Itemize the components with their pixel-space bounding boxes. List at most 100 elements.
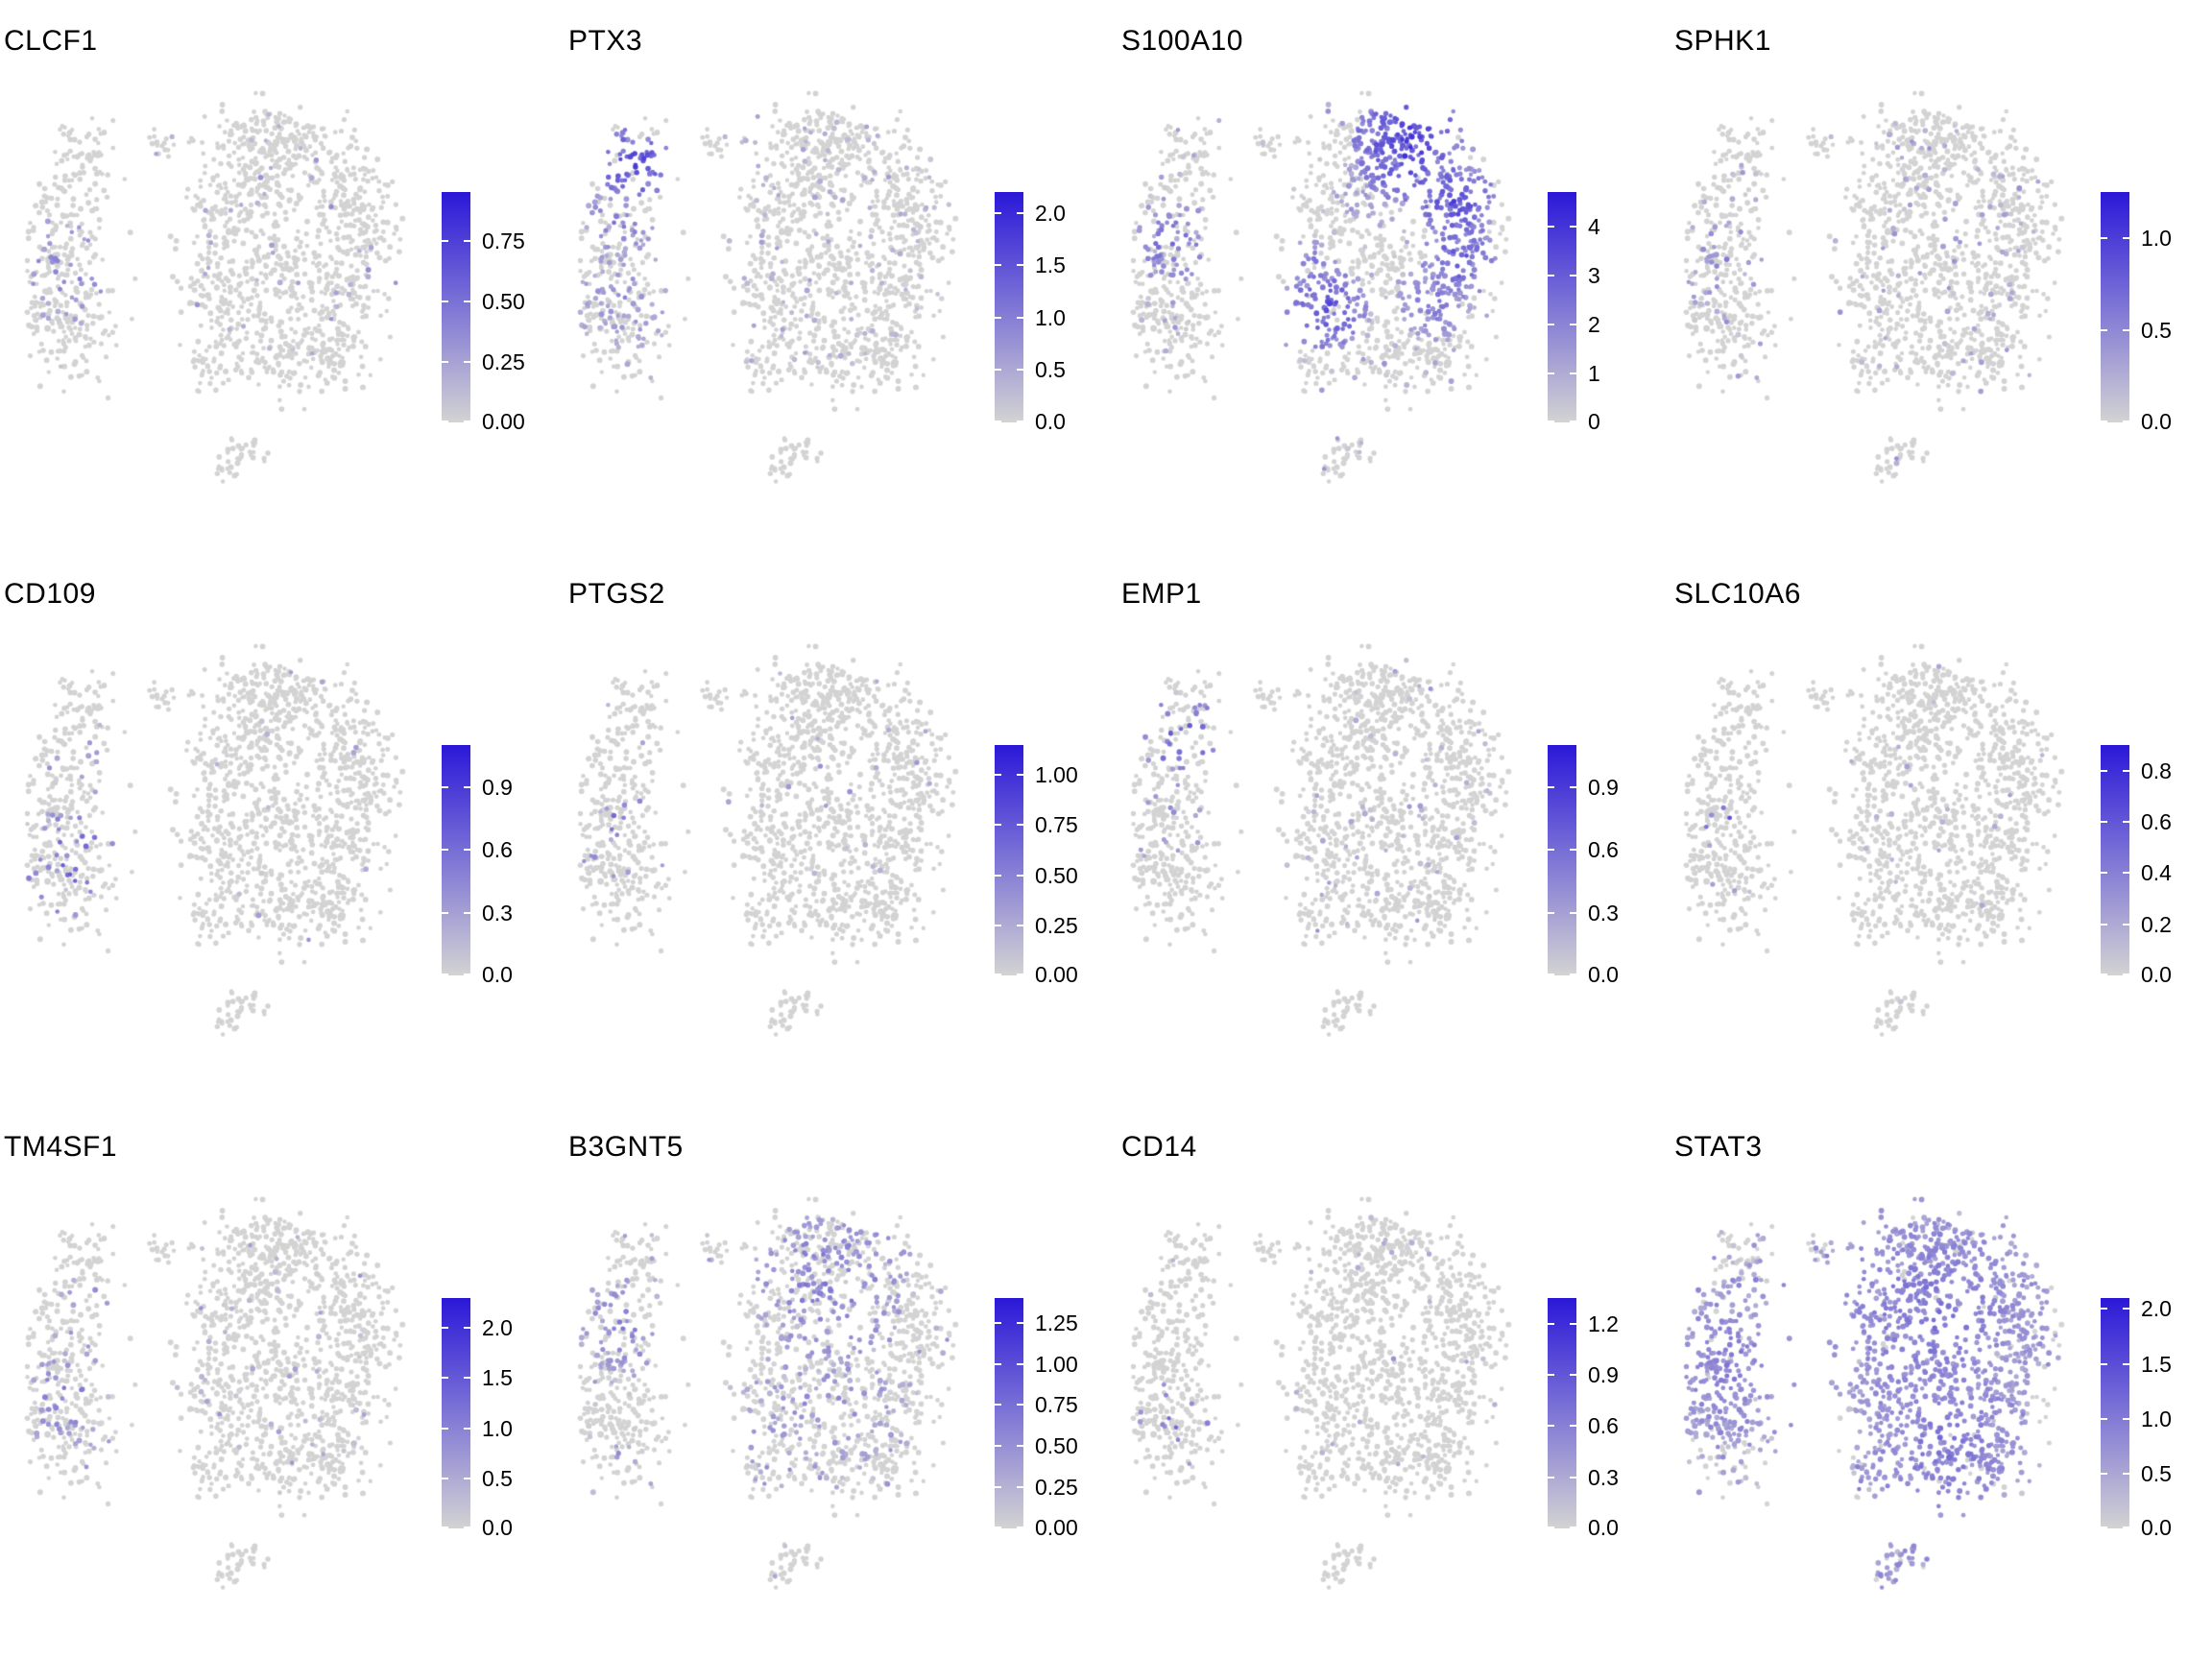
colorbar-tick-label: 2.0 [2141, 1296, 2172, 1322]
colorbar-tick-mark [1570, 1374, 1576, 1376]
colorbar-tick-labels: 0.0 0.2 0.4 0.6 0.8 [2141, 745, 2210, 987]
colorbar-tick-mark [1570, 274, 1576, 276]
colorbar-tick-mark [1017, 211, 1023, 214]
colorbar-tick-mark [1548, 225, 1554, 228]
colorbar-tick-label: 2.0 [1035, 200, 1066, 226]
colorbar-tick-mark [2101, 1472, 2107, 1475]
feature-panel: SPHK1 0.0 0.5 1.0 [1659, 0, 2212, 553]
colorbar-tick-mark [2123, 421, 2129, 422]
colorbar-tick-mark [1570, 225, 1576, 228]
colorbar-tick-mark [1017, 1486, 1023, 1489]
colorbar-gradient [442, 745, 470, 975]
colorbar-tick-mark [2101, 1308, 2107, 1310]
colorbar-tick-labels: 0.0 0.5 1.0 1.5 2.0 [2141, 1296, 2210, 1540]
colorbar-tick-label: 0.25 [1035, 1475, 1078, 1501]
colorbar-tick-labels: 0.0 0.3 0.6 0.9 1.2 [1588, 1298, 1657, 1540]
colorbar-tick-label: 2.0 [482, 1315, 513, 1341]
colorbar-tick-mark [464, 1377, 470, 1380]
panel-title: PTGS2 [568, 578, 665, 610]
colorbar-tick-label: 0.9 [482, 774, 513, 800]
colorbar-tick-mark [1017, 774, 1023, 777]
colorbar-tick-label: 0.0 [2141, 962, 2172, 987]
colorbar-tick-mark [2123, 1308, 2129, 1310]
colorbar-tick-label: 0.5 [2141, 1460, 2172, 1486]
colorbar-tick-mark [995, 211, 1001, 214]
colorbar-tick-labels: 0 1 2 3 4 [1588, 192, 1657, 434]
colorbar: 0.0 0.3 0.6 0.9 [442, 745, 553, 987]
panel-title: EMP1 [1121, 578, 1202, 610]
colorbar-tick-mark [464, 300, 470, 302]
colorbar-tick-mark [2123, 329, 2129, 331]
colorbar-tick-mark [1548, 1425, 1554, 1428]
panel-title: SPHK1 [1674, 25, 1771, 57]
colorbar-tick-mark [1548, 849, 1554, 852]
colorbar-tick-mark [1017, 1321, 1023, 1324]
colorbar-tick-mark [2101, 821, 2107, 823]
colorbar-tick-label: 0.0 [1588, 1515, 1619, 1540]
colorbar-tick-label: 4 [1588, 213, 1600, 239]
colorbar-tick-mark [1548, 974, 1554, 975]
colorbar-tick-mark [2123, 872, 2129, 875]
colorbar-tick-label: 1.25 [1035, 1310, 1078, 1335]
colorbar-tick-mark [464, 1477, 470, 1479]
colorbar-tick-label: 0.25 [1035, 912, 1078, 938]
colorbar-tick-mark [1548, 421, 1554, 422]
umap-scatter-canvas [576, 636, 989, 1048]
colorbar-tick-mark [442, 421, 448, 422]
colorbar-tick-label: 1.00 [1035, 762, 1078, 788]
colorbar-tick-label: 0.0 [482, 962, 513, 987]
panel-title: CLCF1 [4, 25, 98, 57]
feature-panel: STAT3 0.0 0.5 1.0 1.5 2.0 [1659, 1106, 2212, 1659]
colorbar-tick-mark [2123, 974, 2129, 975]
colorbar-tick-mark [995, 316, 1001, 319]
colorbar-gradient [2101, 1298, 2129, 1528]
colorbar-tick-label: 0.75 [1035, 1392, 1078, 1418]
colorbar-tick-mark [442, 1527, 448, 1528]
colorbar-tick-mark [1570, 1425, 1576, 1428]
colorbar: 0.0 0.5 1.0 1.5 2.0 [995, 192, 1106, 434]
colorbar-tick-mark [464, 421, 470, 422]
panel-title: S100A10 [1121, 25, 1243, 57]
colorbar-tick-label: 0.50 [1035, 862, 1078, 888]
colorbar-gradient [2101, 745, 2129, 975]
colorbar-tick-label: 0.0 [1588, 962, 1619, 987]
colorbar-gradient [442, 192, 470, 422]
colorbar-tick-mark [1570, 1476, 1576, 1479]
umap-scatter-canvas [1129, 83, 1542, 495]
colorbar-tick-mark [995, 1445, 1001, 1448]
colorbar-tick-mark [442, 1327, 448, 1330]
colorbar-tick-label: 1.0 [1035, 304, 1066, 330]
colorbar-tick-mark [2101, 421, 2107, 422]
colorbar-tick-label: 0.9 [1588, 1362, 1619, 1387]
colorbar-tick-mark [442, 849, 448, 852]
colorbar-tick-label: 0.0 [482, 1515, 513, 1540]
colorbar-tick-mark [2123, 1362, 2129, 1365]
feature-panel: CD109 0.0 0.3 0.6 0.9 [0, 553, 553, 1106]
colorbar-gradient [1548, 745, 1576, 975]
colorbar-tick-label: 0.4 [2141, 860, 2172, 886]
colorbar-tick-mark [1570, 421, 1576, 422]
feature-panel: SLC10A6 0.0 0.2 0.4 0.6 0.8 [1659, 553, 2212, 1106]
colorbar-tick-label: 0.5 [482, 1465, 513, 1491]
colorbar-tick-mark [2101, 329, 2107, 331]
panel-title: CD109 [4, 578, 96, 610]
umap-scatter-canvas [1682, 1189, 2095, 1601]
colorbar-tick-label: 0.50 [482, 288, 525, 314]
colorbar-tick-mark [2101, 1527, 2107, 1528]
colorbar-tick-label: 3 [1588, 262, 1600, 288]
colorbar-tick-label: 0.25 [482, 349, 525, 374]
colorbar-tick-mark [2123, 1417, 2129, 1420]
colorbar-tick-label: 1.5 [1035, 252, 1066, 278]
panel-title: B3GNT5 [568, 1131, 684, 1163]
colorbar-tick-mark [442, 360, 448, 363]
colorbar-tick-labels: 0.0 0.5 1.0 1.5 2.0 [1035, 192, 1104, 434]
colorbar-tick-mark [1017, 874, 1023, 877]
colorbar-tick-label: 0.6 [482, 837, 513, 863]
panel-title: STAT3 [1674, 1131, 1763, 1163]
colorbar: 0.0 0.5 1.0 1.5 2.0 [2101, 1296, 2212, 1540]
colorbar-tick-label: 0.75 [1035, 812, 1078, 838]
colorbar-tick-mark [2101, 974, 2107, 975]
colorbar-tick-mark [2101, 923, 2107, 926]
colorbar: 0 1 2 3 4 [1548, 192, 1659, 434]
colorbar-tick-label: 1.0 [2141, 226, 2172, 251]
